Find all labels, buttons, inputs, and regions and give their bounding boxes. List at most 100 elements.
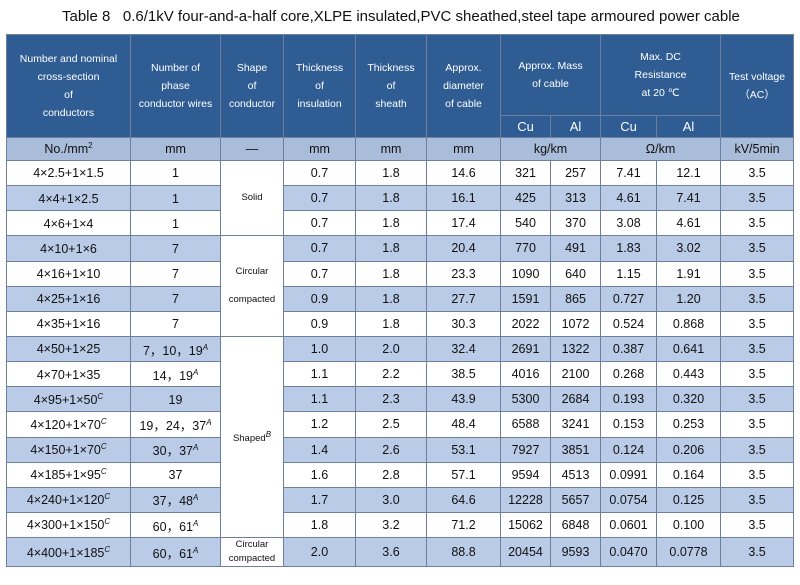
cell-resistance-cu: 0.193 [600,386,658,413]
cell-mass-cu: 6588 [500,411,551,438]
cell-sheath: 1.8 [355,210,427,237]
table-caption: Table 8 0.6/1kV four-and-a-half core,XLP… [62,8,740,25]
cell-diameter: 53.1 [426,436,501,463]
cell-mass-al: 1072 [549,310,602,337]
cell-mass-cu: 1090 [500,260,551,287]
cell-mass-al: 4513 [549,461,602,488]
cell-resistance-al: 0.320 [656,386,722,413]
cell-resistance-cu: 0.268 [600,361,658,388]
unit-conductor: No./mm2 [6,137,131,161]
cell-resistance-cu: 3.08 [600,210,658,237]
cell-mass-cu: 2691 [500,335,551,363]
cell-voltage: 3.5 [720,159,795,187]
cell-size: 4×70+1×35 [6,361,131,388]
cell-diameter: 27.7 [426,285,501,312]
cell-insulation: 1.6 [283,461,356,488]
cell-mass-al: 2684 [549,386,602,413]
cell-sheath: 3.2 [355,511,427,539]
cell-voltage: 3.5 [720,511,795,539]
header-sheath: Thickness of sheath [355,34,427,138]
cell-diameter: 38.5 [426,361,501,388]
cell-resistance-cu: 0.153 [600,411,658,438]
header-insulation: Thickness of insulation [283,34,356,138]
cell-wires: 7 [130,285,221,312]
cell-mass-al: 2100 [549,361,602,388]
cable-spec-table: Number and nominal cross-section of cond… [6,34,795,568]
unit-resistance: Ω/km [600,137,722,161]
unit-insulation: mm [283,137,356,161]
cell-mass-cu: 20454 [500,537,551,568]
cell-insulation: 2.0 [283,537,356,568]
cell-resistance-al: 1.20 [656,285,722,312]
cell-insulation: 0.7 [283,210,356,237]
cell-resistance-cu: 1.15 [600,260,658,287]
cell-wires: 1 [130,159,221,187]
cell-size: 4×150+1×70C [6,436,131,463]
table-row: 4×10+1×6 7 Circular compacted 0.7 1.8 20.4 770 4… [6,235,795,337]
header-test-voltage: Test voltage （AC） [720,34,795,138]
table-row: 4×25+1×16 7 0.9 1.8 27.7 1591 865 0.727 1.20 3.5 [6,285,795,312]
table-row: 4×300+1×150C 60，61A 1.8 3.2 71.2 15062 6848 0.0… [6,511,795,539]
cell-size: 4×2.5+1×1.5 [6,159,131,187]
cell-sheath: 2.3 [355,386,427,413]
table-row: 4×2.5+1×1.5 1 Solid 0.7 1.8 14.6 321 257 7.41 12.… [6,159,795,237]
cell-wires: 37，48A [130,486,221,513]
cell-resistance-cu: 0.0991 [600,461,658,488]
cell-voltage: 3.5 [720,537,795,568]
cell-insulation: 1.1 [283,361,356,388]
cell-diameter: 20.4 [426,235,501,262]
cell-resistance-cu: 0.387 [600,335,658,363]
cell-size: 4×16+1×10 [6,260,131,287]
cell-resistance-cu: 0.0470 [600,537,658,568]
cell-insulation: 0.7 [283,185,356,212]
cell-wires: 7 [130,260,221,287]
table-row: 4×240+1×120C 37，48A 1.7 3.0 64.6 12228 5657 0.0… [6,486,795,513]
cell-voltage: 3.5 [720,285,795,312]
cell-insulation: 0.7 [283,159,356,187]
cell-resistance-al: 4.61 [656,210,722,237]
cell-mass-al: 6848 [549,511,602,539]
cell-sheath: 2.2 [355,361,427,388]
cell-resistance-cu: 0.0601 [600,511,658,539]
cell-resistance-al: 0.868 [656,310,722,337]
cell-mass-cu: 425 [500,185,551,212]
cell-diameter: 57.1 [426,461,501,488]
cell-sheath: 1.8 [355,285,427,312]
cell-mass-cu: 12228 [500,486,551,513]
cell-resistance-al: 0.125 [656,486,722,513]
cell-resistance-al: 12.1 [656,159,722,187]
unit-voltage: kV/5min [720,137,795,161]
cell-voltage: 3.5 [720,361,795,388]
cell-voltage: 3.5 [720,260,795,287]
cell-voltage: 3.5 [720,335,795,363]
cell-insulation: 1.4 [283,436,356,463]
header-resistance-al: Al [656,115,722,138]
cell-sheath: 3.0 [355,486,427,513]
cell-resistance-cu: 4.61 [600,185,658,212]
cell-resistance-cu: 0.524 [600,310,658,337]
cell-size: 4×400+1×185C [6,537,131,568]
cell-resistance-al: 3.02 [656,235,722,262]
cell-wires: 60，61A [130,511,221,539]
table-row: 4×16+1×10 7 0.7 1.8 23.3 1090 640 1.15 1.91 3.5 [6,260,795,287]
cell-resistance-cu: 1.83 [600,235,658,262]
cell-size: 4×120+1×70C [6,411,131,438]
cell-insulation: 1.1 [283,386,356,413]
cell-resistance-al: 7.41 [656,185,722,212]
cell-shape: Circular compacted [220,235,284,337]
cell-voltage: 3.5 [720,386,795,413]
cell-diameter: 88.8 [426,537,501,568]
cell-diameter: 64.6 [426,486,501,513]
cell-mass-cu: 1591 [500,285,551,312]
table-row: 4×95+1×50C 19 1.1 2.3 43.9 5300 2684 0.193 0.320… [6,386,795,413]
cell-mass-al: 370 [549,210,602,237]
table-row: 4×35+1×16 7 0.9 1.8 30.3 2022 1072 0.524 0.868 3.… [6,310,795,337]
cell-diameter: 17.4 [426,210,501,237]
cell-insulation: 0.7 [283,260,356,287]
cell-voltage: 3.5 [720,461,795,488]
table-row: 4×185+1×95C 37 1.6 2.8 57.1 9594 4513 0.0991 0.1… [6,461,795,488]
header-shape: Shape of conductor [220,34,284,138]
cell-diameter: 71.2 [426,511,501,539]
cell-voltage: 3.5 [720,235,795,262]
cell-insulation: 1.2 [283,411,356,438]
